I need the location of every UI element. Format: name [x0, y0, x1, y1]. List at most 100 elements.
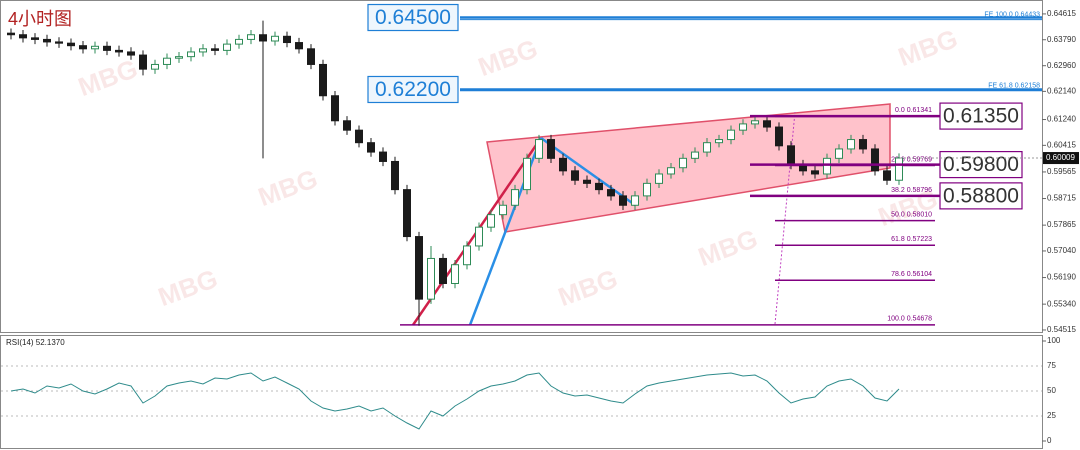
fib-label: 78.6 0.56104: [891, 271, 932, 278]
candle-body: [475, 226, 483, 247]
candle-body: [751, 120, 759, 125]
candle-body: [187, 51, 195, 58]
last-price-label: 0.60009: [1046, 153, 1075, 162]
y-tick-label: 0.62960: [1047, 61, 1076, 70]
candle-body: [679, 157, 687, 169]
fib-label: 23.6 0.59769: [891, 156, 932, 163]
candle-body: [307, 48, 315, 65]
y-tick-label: 0.56190: [1047, 273, 1076, 282]
candle-body: [7, 32, 15, 36]
candle-body: [151, 63, 159, 70]
fib-label: 50.0 0.58010: [891, 211, 932, 218]
candle-body: [283, 35, 291, 44]
candle-body: [883, 170, 891, 181]
y-tick-label: 75: [1047, 361, 1056, 370]
candle-body: [619, 195, 627, 206]
candle-body: [583, 179, 591, 184]
candle-body: [127, 51, 135, 56]
candle-body: [91, 45, 99, 50]
candle-body: [139, 54, 147, 70]
fe-label: FE 100.0 0.64433: [984, 11, 1040, 18]
candle-body: [343, 120, 351, 131]
candle-body: [103, 45, 111, 51]
candle-body: [55, 41, 63, 44]
fib-label: 0.0 0.61341: [895, 107, 932, 114]
level-box: [939, 182, 1023, 210]
candle-body: [643, 182, 651, 197]
candle-body: [607, 189, 615, 197]
candle-body: [535, 139, 543, 159]
trendline: [540, 136, 636, 207]
candle-body: [655, 173, 663, 184]
candle-body: [847, 139, 855, 150]
y-tick-label: 0.63790: [1047, 35, 1076, 44]
y-tick-label: 0.58715: [1047, 194, 1076, 203]
candle-body: [823, 157, 831, 175]
candle-body: [355, 129, 363, 144]
candle-body: [163, 57, 171, 65]
y-tick-label: 50: [1047, 386, 1056, 395]
level-label: 0.61350: [943, 105, 1019, 128]
y-tick-label: 0.60415: [1047, 140, 1076, 149]
rsi-title: RSI(14) 52.1370: [6, 338, 65, 347]
fib-label: 38.2 0.58796: [891, 187, 932, 194]
candle-body: [835, 148, 843, 159]
y-tick-label: 100: [1047, 336, 1061, 345]
candle-body: [691, 151, 699, 159]
level-label: 0.64500: [375, 6, 451, 29]
candle-body: [523, 157, 531, 191]
candle-body: [571, 170, 579, 181]
y-tick-label: 0.64615: [1047, 9, 1076, 18]
chart-title: 4小时图: [8, 9, 72, 29]
level-label: 0.62200: [375, 78, 451, 101]
candle-body: [379, 151, 387, 162]
candle-body: [547, 139, 555, 159]
candle-body: [631, 195, 639, 206]
candle-body: [439, 257, 447, 284]
candle-body: [667, 167, 675, 175]
candle-body: [451, 264, 459, 284]
level-label: 0.58800: [943, 184, 1019, 207]
fe-label: FE 61.8 0.62158: [988, 83, 1040, 90]
candle-body: [787, 145, 795, 166]
candle-body: [775, 126, 783, 147]
candle-body: [175, 56, 183, 59]
level-box: [939, 150, 1023, 179]
candle-body: [79, 45, 87, 50]
y-tick-label: 0: [1047, 436, 1052, 445]
candle-body: [499, 204, 507, 216]
candle-body: [67, 42, 75, 47]
candle-body: [211, 48, 219, 51]
candle-body: [295, 42, 303, 50]
candle-body: [403, 189, 411, 238]
level-label: 0.59800: [943, 153, 1019, 176]
level-box: [367, 3, 459, 32]
candle-body: [115, 49, 123, 53]
candle-body: [391, 160, 399, 191]
candle-body: [415, 236, 423, 300]
candle-body: [31, 37, 39, 40]
candle-body: [271, 35, 279, 42]
candle-body: [43, 38, 51, 43]
candle-body: [235, 38, 243, 45]
candle-body: [247, 34, 255, 40]
candle-body: [319, 63, 327, 97]
candle-body: [895, 157, 903, 181]
candle-body: [763, 120, 771, 128]
candle-body: [715, 139, 723, 144]
y-tick-label: 0.61240: [1047, 115, 1076, 124]
rsi-panel: [0, 335, 1043, 449]
candle-body: [559, 157, 567, 172]
candle-body: [727, 129, 735, 141]
last-price-tag: [1043, 152, 1079, 165]
candle-body: [871, 148, 879, 172]
candle-body: [487, 214, 495, 228]
candle-body: [739, 123, 747, 131]
candle-body: [259, 34, 267, 42]
candle-body: [19, 34, 27, 39]
y-tick-label: 0.57865: [1047, 220, 1076, 229]
candle-body: [367, 142, 375, 153]
level-box: [367, 75, 459, 104]
candle-body: [223, 43, 231, 51]
